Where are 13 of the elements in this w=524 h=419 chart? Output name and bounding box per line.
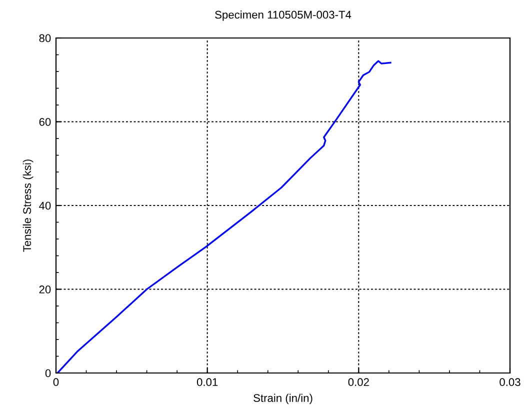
x-tick-label: 0 — [53, 378, 59, 386]
x-tick-label: 0.02 — [348, 378, 369, 386]
y-tick-label: 40 — [39, 202, 51, 210]
y-axis-title: Tensile Stress (ksi) — [22, 160, 34, 252]
x-tick-label: 0.03 — [500, 378, 520, 386]
y-tick-label: 20 — [39, 286, 51, 294]
x-tick-label: 0.01 — [196, 378, 218, 386]
y-tick-label: 0 — [45, 369, 51, 378]
chart-title: Specimen 110505M-003-T4 — [215, 10, 352, 21]
y-tick-label: 60 — [39, 118, 51, 126]
x-axis-title: Strain (in/in) — [254, 394, 312, 404]
y-tick-label: 80 — [39, 34, 51, 42]
line-series — [56, 60, 392, 373]
